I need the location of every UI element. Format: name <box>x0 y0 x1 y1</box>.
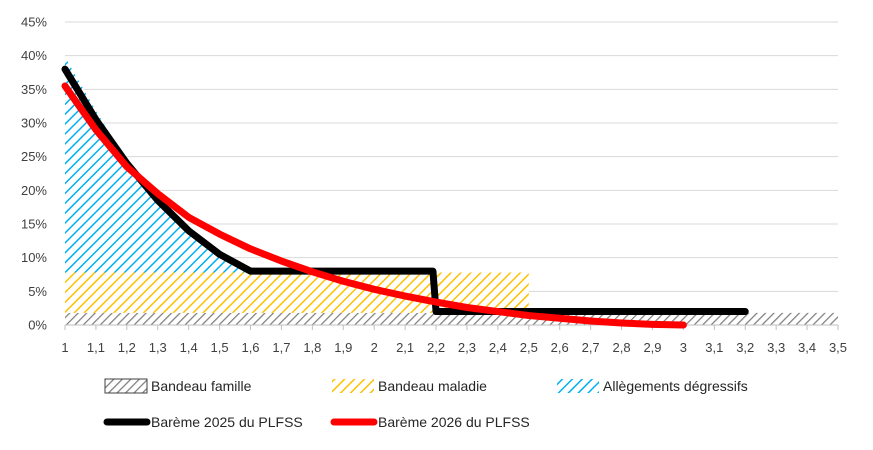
stacked-areas <box>65 57 838 325</box>
x-tick-label: 2,3 <box>458 340 476 355</box>
x-tick-label: 3 <box>680 340 687 355</box>
y-tick-label: 25% <box>21 149 47 164</box>
y-tick-labels: 0% 5% 10% 15% 20% 25% 30% 35% 40% 45% <box>21 15 47 333</box>
x-tick-label: 2,4 <box>489 340 507 355</box>
series-line-2 <box>61 82 687 329</box>
legend-label: Barème 2026 du PLFSS <box>378 414 530 430</box>
y-tick-label: 0% <box>28 318 47 333</box>
legend-swatch <box>104 378 148 394</box>
y-tick-label: 40% <box>21 48 47 63</box>
x-tick-label: 1,9 <box>334 340 352 355</box>
legend-label: Bandeau famille <box>151 378 252 394</box>
y-tick-label: 5% <box>28 284 47 299</box>
y-tick-label: 10% <box>21 250 47 265</box>
x-tick-label: 2,5 <box>520 340 538 355</box>
series-lines <box>61 65 749 329</box>
legend-label: Allègements dégressifs <box>603 378 748 394</box>
x-tick-label: 2,2 <box>427 340 445 355</box>
x-tick-label: 2 <box>371 340 378 355</box>
y-tick-label: 15% <box>21 217 47 232</box>
x-tick-label: 1,1 <box>87 340 105 355</box>
legend: Bandeau famille Bandeau maladie Allègement… <box>103 378 748 430</box>
legend-label: Bandeau maladie <box>378 378 487 394</box>
x-tick-label: 3,2 <box>736 340 754 355</box>
y-tick-label: 20% <box>21 183 47 198</box>
x-tick-label: 1,2 <box>118 340 136 355</box>
x-tick-label: 1,4 <box>180 340 198 355</box>
x-tick-label: 1 <box>61 340 68 355</box>
x-tick-label: 3,1 <box>705 340 723 355</box>
x-tick-label: 3,5 <box>829 340 847 355</box>
x-tick-label: 1,6 <box>241 340 259 355</box>
legend-swatch <box>557 379 599 393</box>
area-3 <box>65 57 251 273</box>
y-tick-label: 30% <box>21 116 47 131</box>
area-2 <box>65 272 529 313</box>
x-tick-label: 3,3 <box>767 340 785 355</box>
x-tick-label: 2,1 <box>396 340 414 355</box>
y-tick-label: 45% <box>21 15 47 30</box>
legend-label: Barème 2025 du PLFSS <box>151 414 303 430</box>
x-tick-label: 1,8 <box>303 340 321 355</box>
x-tick-label: 2,9 <box>643 340 661 355</box>
x-tick-label: 1,5 <box>211 340 229 355</box>
x-axis <box>64 324 839 330</box>
x-tick-label: 2,7 <box>582 340 600 355</box>
x-tick-label: 3,4 <box>798 340 816 355</box>
x-tick-label: 2,6 <box>551 340 569 355</box>
y-tick-label: 35% <box>21 82 47 97</box>
legend-swatch <box>332 379 374 393</box>
x-tick-label: 1,7 <box>272 340 290 355</box>
x-tick-label: 1,3 <box>149 340 167 355</box>
x-tick-labels: 1 1,1 1,2 1,3 1,4 1,5 1,6 1,7 1,8 1,9 2 2,1 2,2 2,3 2,… <box>61 340 847 355</box>
x-tick-label: 2,8 <box>613 340 631 355</box>
